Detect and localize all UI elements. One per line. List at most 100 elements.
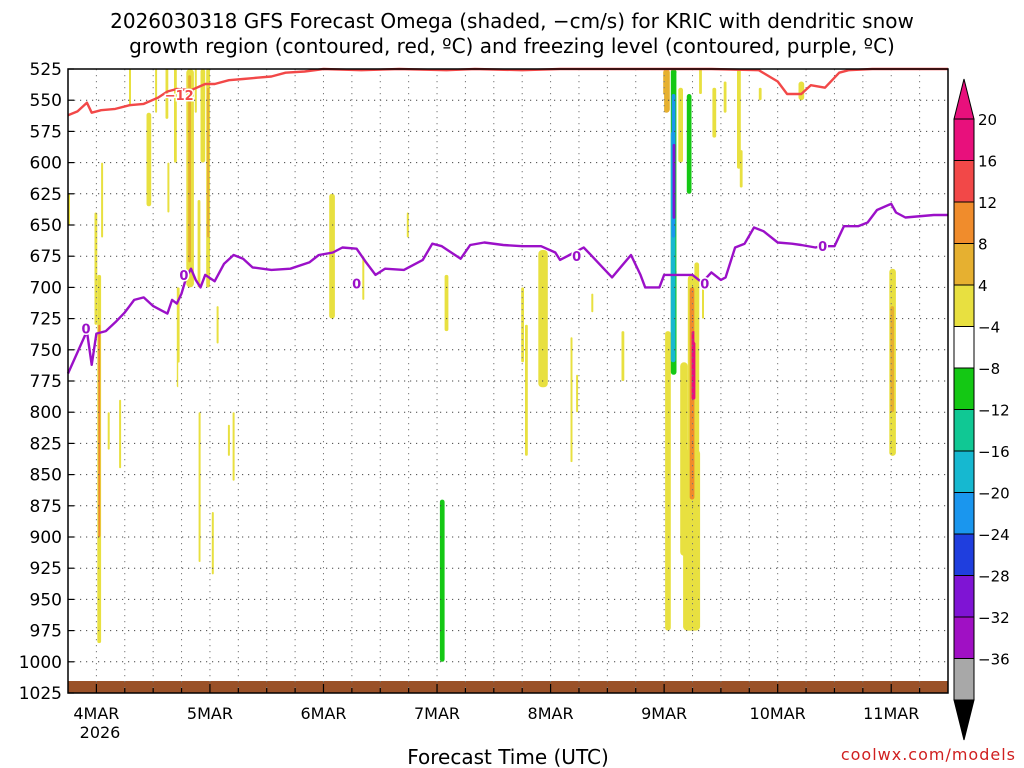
freezing-level-contour: [66, 202, 948, 374]
omega-shaded-cell: [453, 474, 457, 506]
omega-shaded-cell: [472, 524, 475, 581]
omega-shaded-cell: [521, 287, 524, 363]
freezing-contour-label: 0: [700, 278, 709, 293]
x-axis: 4MAR 5MAR 6MAR 7MAR 8MAR 9MAR 10MAR 11MAR: [73, 684, 921, 723]
colorbar-label: −16: [978, 443, 1010, 461]
omega-shaded-cell: [174, 69, 177, 163]
colorbar-label: 20: [978, 111, 997, 129]
omega-shaded-cell: [597, 206, 601, 238]
y-tick-label: 800: [30, 403, 62, 423]
x-tick-label: 8MAR: [528, 704, 574, 723]
colorbar-top-arrow: [953, 78, 975, 120]
omega-shaded-cell: [712, 87, 717, 138]
colorbar-swatch: [953, 326, 975, 369]
colorbar-swatch: [953, 201, 975, 244]
chart-title-line-1: 2026030318 GFS Forecast Omega (shaded, −…: [110, 9, 914, 33]
omega-shaded-cell: [468, 69, 471, 94]
omega-shaded-cell: [576, 374, 579, 413]
colorbar-label: 16: [978, 153, 997, 171]
x-tick-label: 10MAR: [750, 704, 806, 723]
omega-shaded-cell: [720, 424, 729, 537]
omega-shaded-cell: [581, 356, 584, 388]
colorbar-label: 4: [978, 277, 988, 295]
omega-shaded-cell: [665, 331, 671, 631]
omega-shaded-cell: [129, 69, 131, 107]
omega-shaded-cell: [627, 69, 630, 82]
omega-shaded-cell: [401, 69, 404, 107]
omega-shaded-cell: [178, 362, 181, 400]
omega-shaded-cell: [591, 293, 594, 313]
omega-shaded-cell: [447, 462, 456, 644]
colorbar-swatch: [953, 575, 975, 618]
colorbar-label: −20: [978, 485, 1010, 503]
omega-shaded-cell: [429, 512, 436, 600]
colorbar-swatch: [953, 367, 975, 410]
omega-shaded-cell: [614, 193, 618, 244]
colorbar-label: −24: [978, 526, 1010, 544]
omega-shaded-cell: [595, 106, 598, 163]
y-tick-label: 550: [30, 91, 62, 111]
colorbar-swatch: [953, 284, 975, 327]
y-tick-label: 625: [30, 185, 62, 205]
omega-shaded-cell: [552, 69, 561, 188]
omega-shaded-cell: [94, 212, 98, 325]
omega-shaded-cell: [188, 75, 191, 263]
x-tick-label: 7MAR: [414, 704, 460, 723]
omega-shaded-cell: [574, 112, 577, 138]
omega-shaded-cell: [657, 162, 662, 456]
colorbar-swatch: [953, 118, 975, 161]
omega-shaded-cell: [227, 424, 230, 456]
omega-shading-layer: [68, 69, 908, 662]
colorbar-swatch: [953, 160, 975, 203]
omega-shaded-cell: [678, 87, 683, 163]
omega-shaded-cell: [509, 75, 513, 94]
y-tick-label: 700: [30, 278, 62, 298]
omega-shaded-cell: [225, 287, 228, 307]
omega-shaded-cell: [198, 412, 201, 562]
colorbar-swatch: [953, 243, 975, 286]
x-axis-title: Forecast Time (UTC): [407, 745, 609, 768]
omega-shaded-cell: [587, 69, 590, 113]
omega-shaded-cell: [699, 69, 702, 94]
colorbar-label: 8: [978, 236, 988, 254]
x-tick-label: 4MAR: [73, 704, 119, 723]
omega-shaded-cell: [721, 543, 725, 569]
x-tick-label: 5MAR: [187, 704, 233, 723]
y-tick-label: 725: [30, 310, 62, 330]
omega-shaded-cell: [176, 287, 180, 388]
colorbar-label: −12: [978, 402, 1010, 420]
omega-shaded-cell: [194, 69, 197, 113]
y-axis: 525 550 575 600 625 650 675 700 725 750 775 800 825 8…: [19, 60, 74, 704]
omega-shaded-cell: [897, 69, 908, 225]
omega-shaded-cell: [165, 69, 169, 119]
omega-shaded-cell: [381, 69, 384, 113]
x-tick-label: 6MAR: [300, 704, 346, 723]
omega-shaded-cell: [98, 324, 101, 537]
omega-shaded-cell: [107, 412, 110, 450]
y-tick-label: 750: [30, 341, 62, 361]
omega-shaded-cell: [200, 537, 209, 644]
colorbar-label: −4: [978, 319, 1000, 337]
freezing-contour-label: 0: [81, 323, 90, 338]
omega-shaded-cell: [454, 69, 459, 188]
omega-shaded-cell: [197, 200, 201, 288]
snow-growth-minus12-contour: [67, 67, 948, 117]
colorbar-label: −8: [978, 360, 1000, 378]
omega-shaded-cell: [570, 337, 573, 463]
omega-shaded-cell: [217, 487, 220, 631]
omega-shaded-cell: [632, 499, 635, 525]
omega-shaded-cell: [686, 94, 692, 194]
omega-shaded-cell: [672, 143, 676, 219]
omega-shaded-cell: [362, 256, 365, 300]
omega-shaded-cell: [562, 306, 565, 338]
omega-shaded-cell: [591, 549, 594, 587]
colorbar-label: −36: [978, 651, 1010, 669]
omega-shaded-cell: [691, 331, 696, 400]
y-tick-label: 1000: [19, 653, 62, 673]
omega-shaded-cell: [652, 69, 660, 163]
colorbar-swatch: [953, 658, 975, 701]
omega-shaded-cell: [334, 69, 339, 126]
omega-shaded-cell: [723, 81, 727, 113]
y-tick-label: 900: [30, 528, 62, 548]
